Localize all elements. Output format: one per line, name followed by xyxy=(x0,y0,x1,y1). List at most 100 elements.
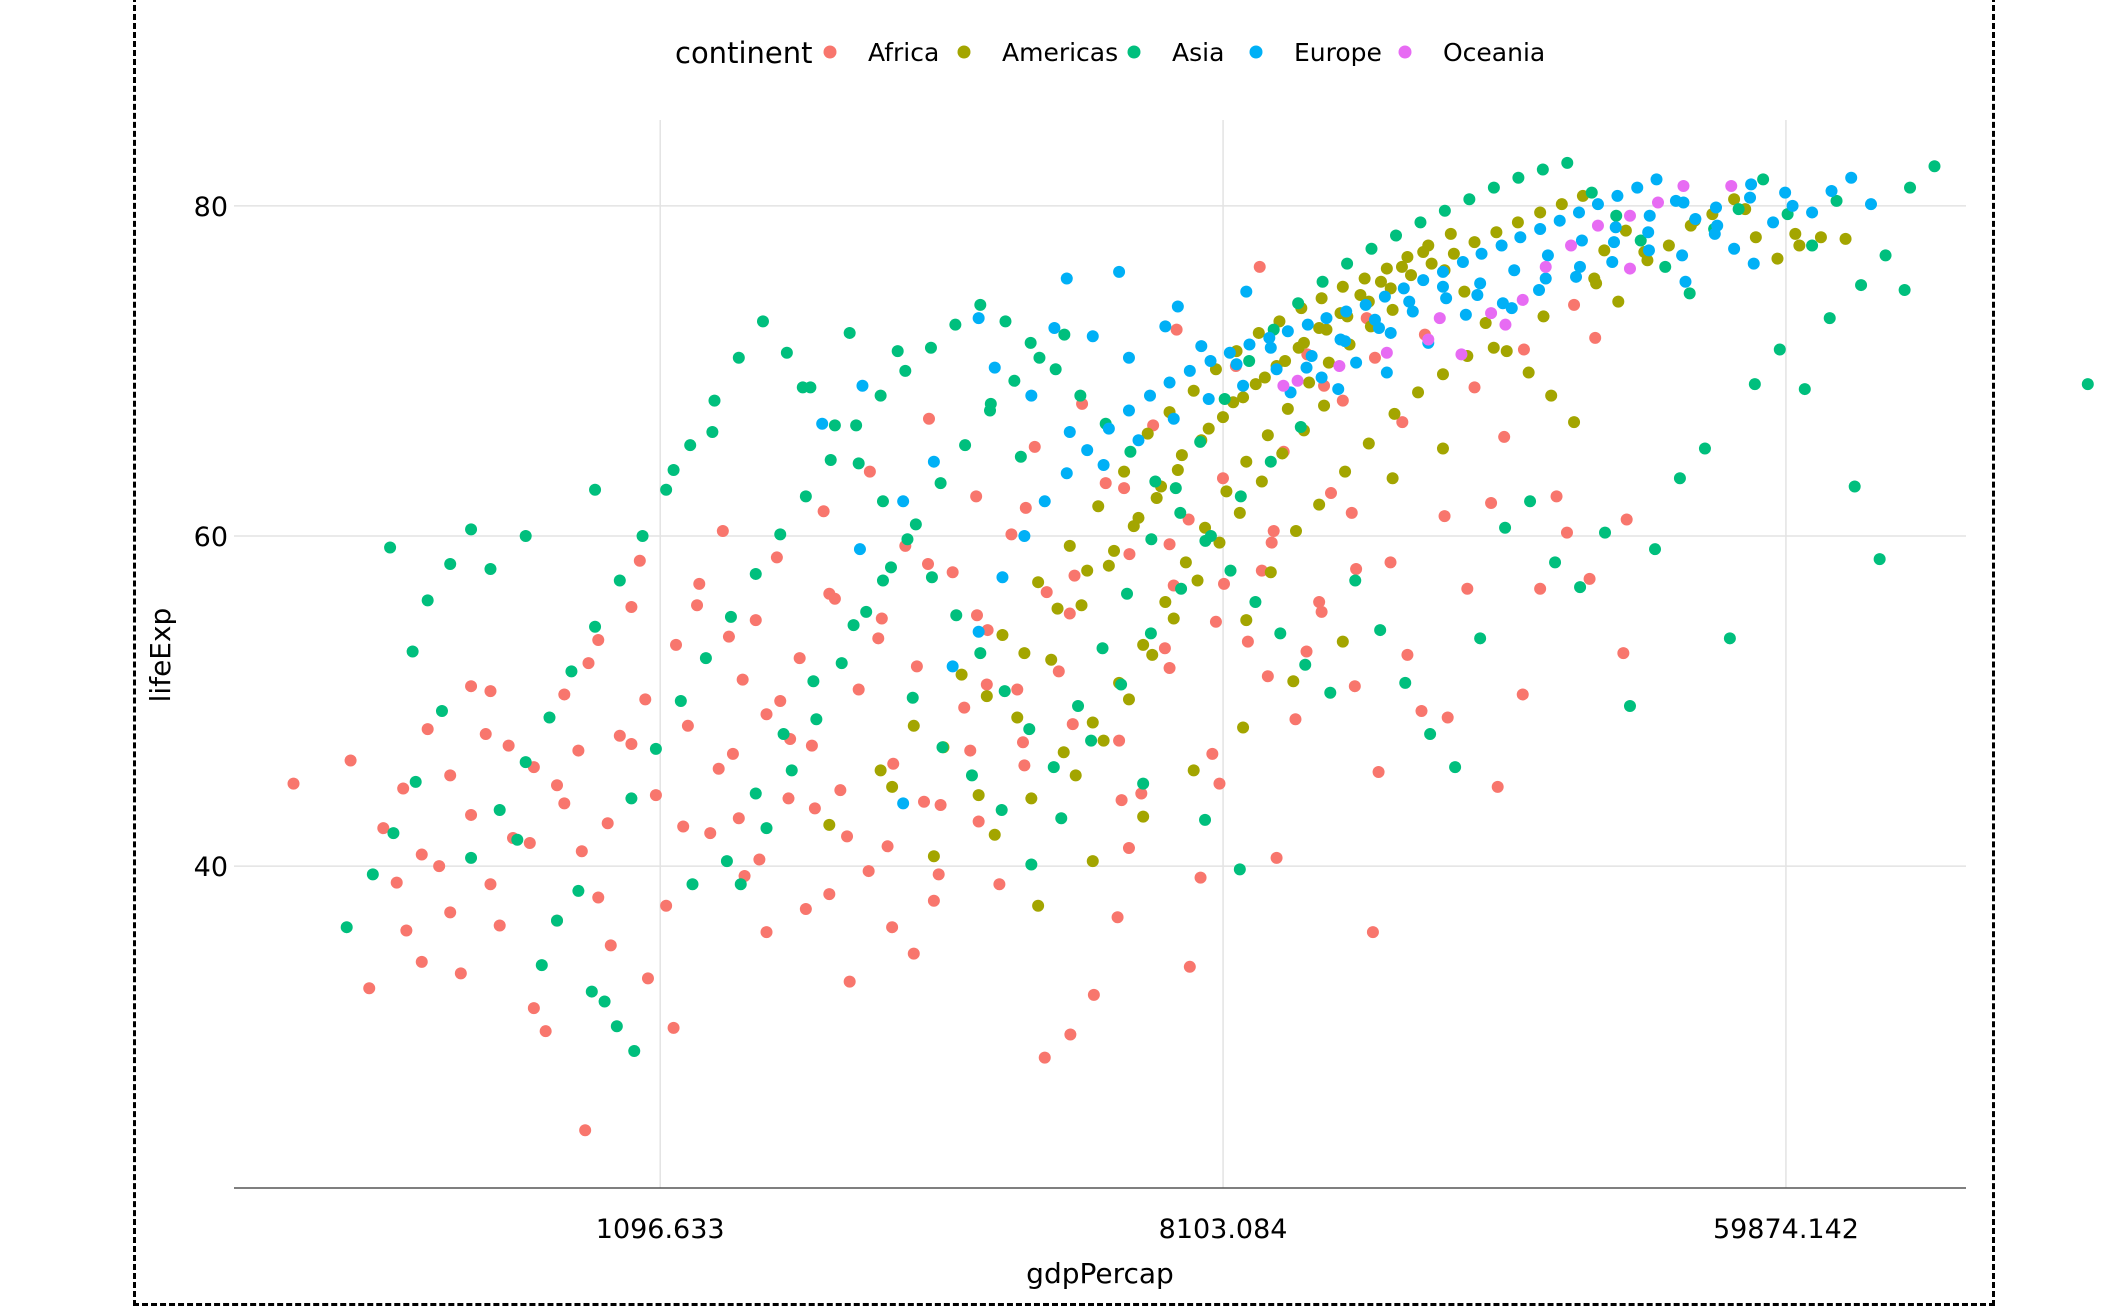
data-point xyxy=(1005,528,1018,541)
data-point xyxy=(1539,272,1552,285)
data-point xyxy=(835,657,848,670)
data-point xyxy=(808,802,821,815)
data-point xyxy=(1642,244,1655,257)
data-point xyxy=(1561,156,1574,169)
data-point xyxy=(1359,298,1372,311)
data-point xyxy=(1303,376,1316,389)
data-point xyxy=(901,533,914,546)
data-point xyxy=(1171,463,1184,476)
data-point xyxy=(760,822,773,835)
data-point xyxy=(1092,500,1105,513)
data-point xyxy=(1585,186,1598,199)
data-point xyxy=(415,955,428,968)
data-point xyxy=(1146,648,1159,661)
data-point xyxy=(1349,574,1362,587)
data-point xyxy=(906,691,919,704)
x-tick-label: 59874.142 xyxy=(1713,1214,1859,1245)
data-point xyxy=(874,389,887,402)
data-point xyxy=(693,577,706,590)
data-point xyxy=(1032,576,1045,589)
data-point xyxy=(340,921,353,934)
data-point xyxy=(1449,761,1462,774)
legend-label: Africa xyxy=(868,38,939,67)
data-point xyxy=(1324,686,1337,699)
data-point xyxy=(1555,198,1568,211)
data-point xyxy=(1354,288,1367,301)
data-point xyxy=(1216,411,1229,424)
data-point xyxy=(760,708,773,721)
data-point xyxy=(1433,312,1446,325)
data-point xyxy=(980,678,993,691)
data-point xyxy=(1149,475,1162,488)
data-point xyxy=(1141,427,1154,440)
data-point xyxy=(1339,465,1352,478)
data-point xyxy=(1018,759,1031,772)
data-point xyxy=(572,884,585,897)
data-point xyxy=(579,1124,592,1137)
legend-label: Asia xyxy=(1172,38,1224,67)
data-point xyxy=(660,483,673,496)
data-point xyxy=(1334,333,1347,346)
data-point xyxy=(1368,313,1381,326)
data-point xyxy=(1623,209,1636,222)
data-point xyxy=(927,455,940,468)
legend: continent Africa Americas Asia Europe Oceani… xyxy=(675,36,1545,70)
data-point xyxy=(1677,196,1690,209)
data-point xyxy=(1252,326,1265,339)
data-point xyxy=(1358,272,1371,285)
data-point xyxy=(1611,189,1624,202)
data-point xyxy=(582,657,595,670)
data-point xyxy=(724,610,737,623)
data-point xyxy=(996,629,1009,642)
data-point xyxy=(1265,536,1278,549)
data-point xyxy=(1240,614,1253,627)
data-point xyxy=(974,298,987,311)
data-point xyxy=(1230,358,1243,371)
data-point xyxy=(720,855,733,868)
data-point xyxy=(704,827,717,840)
series-africa xyxy=(287,260,1633,1137)
data-point xyxy=(1380,366,1393,379)
data-point xyxy=(1384,326,1397,339)
data-point xyxy=(1873,553,1886,566)
data-point xyxy=(625,600,638,613)
data-point xyxy=(1725,180,1738,193)
data-point xyxy=(972,312,985,325)
y-axis-ticks: 40 60 80 xyxy=(194,192,228,883)
data-point xyxy=(660,899,673,912)
data-point xyxy=(1440,292,1453,305)
data-point xyxy=(1024,336,1037,349)
data-point xyxy=(1258,371,1271,384)
data-point xyxy=(479,728,492,741)
data-point xyxy=(736,673,749,686)
data-point xyxy=(1277,379,1290,392)
data-point xyxy=(793,652,806,665)
data-point xyxy=(558,688,571,701)
data-point xyxy=(1122,404,1135,417)
data-point xyxy=(1074,389,1087,402)
data-points xyxy=(287,156,2094,1137)
data-point xyxy=(1052,665,1065,678)
data-point xyxy=(1698,442,1711,455)
data-point xyxy=(1182,513,1195,526)
data-point xyxy=(604,939,617,952)
data-point xyxy=(1405,269,1418,282)
data-point xyxy=(1145,533,1158,546)
data-point xyxy=(856,379,869,392)
data-point xyxy=(1274,627,1287,640)
data-point xyxy=(1316,275,1329,288)
data-point xyxy=(363,982,376,995)
data-point xyxy=(1150,492,1163,505)
data-point xyxy=(1711,219,1724,232)
data-point xyxy=(1517,343,1530,356)
data-point xyxy=(639,693,652,706)
grid-lines xyxy=(234,120,1966,1188)
data-point xyxy=(1187,764,1200,777)
data-point xyxy=(1085,734,1098,747)
data-point xyxy=(1747,257,1760,270)
data-point xyxy=(1137,638,1150,651)
data-point xyxy=(1533,284,1546,297)
data-point xyxy=(1255,475,1268,488)
data-point xyxy=(726,747,739,760)
data-point xyxy=(749,614,762,627)
